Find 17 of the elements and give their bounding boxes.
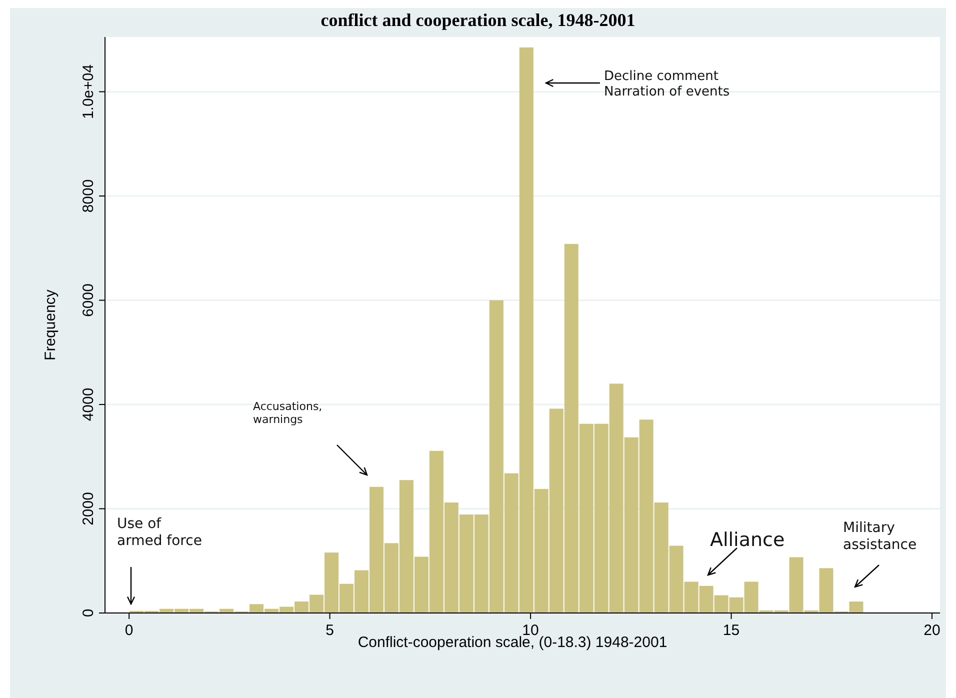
annotation: Alliance	[710, 529, 785, 551]
y-tick-label: 1.0e+04	[80, 64, 97, 120]
y-axis-title: Frequency	[42, 289, 59, 360]
x-tick-label: 5	[326, 622, 334, 639]
x-tick-label: 15	[722, 622, 740, 639]
y-tick-label: 2000	[80, 492, 97, 526]
annotation: Military assistance	[843, 520, 917, 553]
y-tick-label: 8000	[80, 179, 97, 213]
x-tick-label: 0	[124, 622, 134, 639]
annotation: Use of armed force	[117, 516, 202, 549]
y-tick-label: 4000	[80, 388, 97, 422]
y-tick-label: 0	[80, 608, 97, 618]
chart-title: conflict and cooperation scale, 1948-2001	[320, 10, 636, 30]
annotation: Accusations, warnings	[253, 400, 322, 426]
annotation: Decline comment Narration of events	[604, 69, 730, 100]
y-tick-label: 6000	[80, 284, 97, 317]
x-tick-label: 20	[924, 622, 940, 639]
